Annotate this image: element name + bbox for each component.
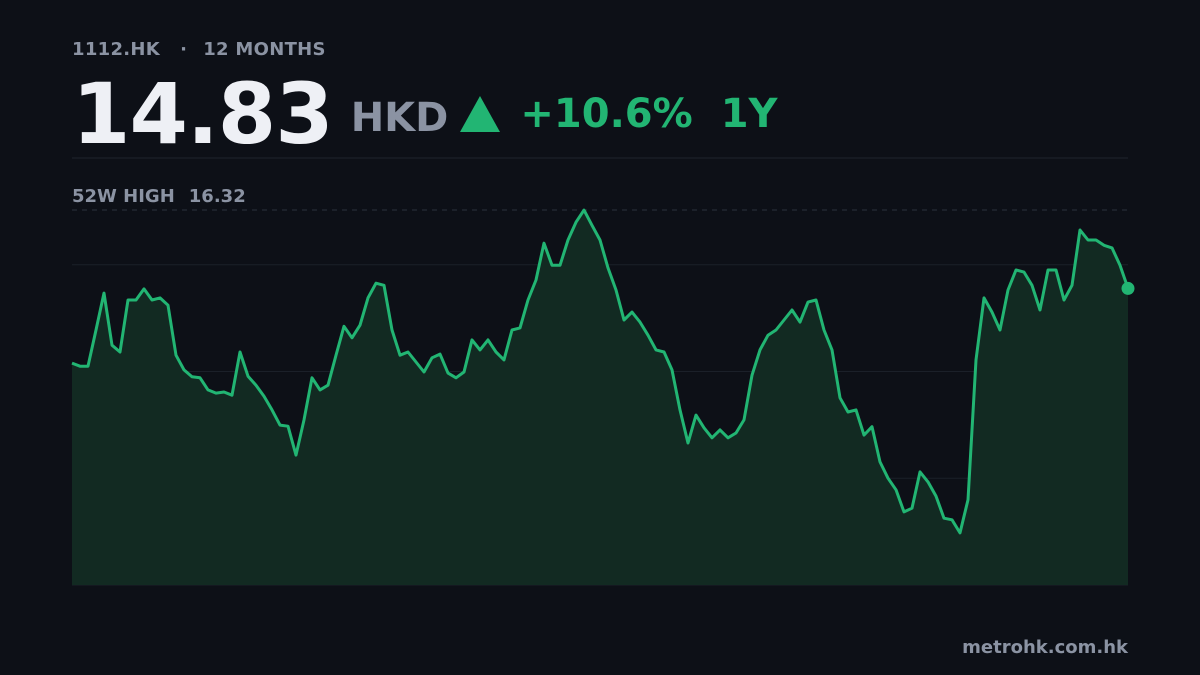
source: metrohk.com.hk	[962, 637, 1129, 658]
up-arrow	[460, 96, 501, 132]
separator: ·	[180, 39, 188, 60]
price-line	[71, 208, 1130, 535]
range: 1Y	[720, 91, 778, 137]
ticker: 1112.HK	[72, 39, 161, 60]
annotation-value: 16.32	[189, 186, 246, 207]
currency: HKD	[350, 95, 449, 141]
subtitle: 1112.HK · 12 MONTHS	[72, 39, 326, 60]
area	[72, 210, 1128, 585]
period: 12 MONTHS	[203, 39, 326, 60]
last-point	[1121, 281, 1135, 295]
annotation-label: 52W HIGH	[72, 186, 175, 207]
change: +10.6%	[520, 91, 693, 137]
price-row: 14.83 HKD +10.6% 1Y	[72, 65, 778, 163]
price: 14.83	[72, 65, 334, 163]
